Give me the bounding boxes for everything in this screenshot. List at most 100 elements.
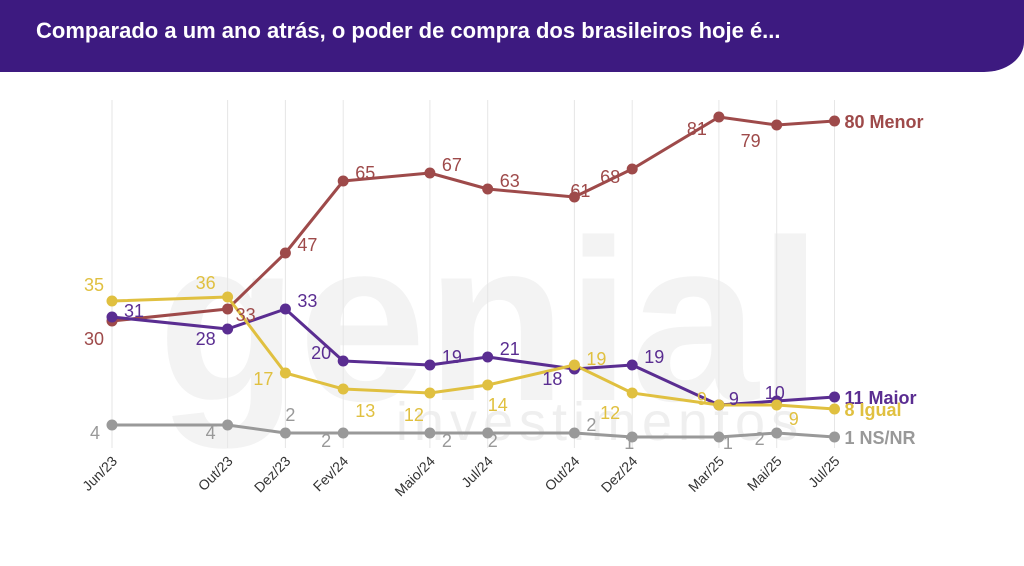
data-label: 4 [206,423,216,443]
data-label: 63 [500,171,520,191]
data-label: 9 [697,389,707,409]
data-label: 33 [297,291,317,311]
data-label: 12 [404,405,424,425]
data-label: 9 [789,409,799,429]
data-point [222,303,234,315]
data-label: 65 [355,163,375,183]
series-end-label: 8 Igual [845,400,902,420]
x-tick-label: Mai/25 [744,453,785,494]
data-point [106,311,118,323]
data-point [568,427,580,439]
data-point [337,427,349,439]
data-point [829,403,840,415]
data-point [482,183,494,195]
data-point [626,431,638,443]
data-point [424,359,436,371]
data-label: 10 [765,383,785,403]
data-point [568,359,580,371]
data-label: 28 [196,329,216,349]
series-end-label: 80 Menor [845,112,924,132]
data-point [713,431,725,443]
series-end-label: 11 Maior [845,388,917,408]
data-label: 79 [741,131,761,151]
data-label: 17 [253,369,273,389]
x-tick-label: Dez/24 [598,453,641,496]
data-label: 19 [586,349,606,369]
data-label: 30 [84,329,104,349]
data-point [713,111,725,123]
data-label: 9 [729,389,739,409]
data-point [279,367,291,379]
x-tick-label: Out/23 [195,453,236,494]
data-point [424,427,436,439]
data-point [713,399,725,411]
data-point [222,419,234,431]
data-point [771,119,783,131]
data-label: 19 [644,347,664,367]
watermark-logo: genial [158,192,823,449]
data-label: 2 [755,429,765,449]
data-label: 19 [442,347,462,367]
data-label: 21 [500,339,520,359]
data-label: 2 [586,415,596,435]
data-point [337,383,349,395]
data-label: 2 [488,431,498,451]
data-point [771,399,783,411]
data-point [106,419,118,431]
data-label: 1 [723,433,733,453]
x-tick-label: Mar/25 [685,453,727,495]
data-label: 14 [488,395,508,415]
x-tick-label: Jul/25 [805,453,843,491]
data-point [568,191,580,203]
data-point [106,295,118,307]
data-label: 2 [442,431,452,451]
watermark-subtitle: investimentos [396,392,804,452]
data-label: 18 [542,369,562,389]
data-label: 68 [600,167,620,187]
data-label: 2 [321,431,331,451]
data-point [829,115,840,127]
data-point [829,391,840,403]
header-bar: Comparado a um ano atrás, o poder de com… [0,0,1024,72]
x-tick-label: Fev/24 [310,453,352,495]
data-label: 81 [687,119,707,139]
data-point [424,387,436,399]
data-point [279,427,291,439]
data-point [279,303,291,315]
data-label: 12 [600,403,620,423]
x-tick-label: Maio/24 [391,453,438,500]
x-tick-label: Out/24 [541,453,582,494]
data-label: 13 [355,401,375,421]
data-label: 31 [124,301,144,321]
data-label: 2 [285,405,295,425]
data-point [626,359,638,371]
data-label: 61 [570,181,590,201]
data-point [337,175,349,187]
data-point [337,355,349,367]
x-tick-label: Jul/24 [458,453,496,491]
data-label: 36 [196,273,216,293]
data-label: 1 [624,433,634,453]
data-point [424,167,436,179]
data-label: 20 [311,343,331,363]
data-point [279,247,291,259]
data-point [482,427,494,439]
data-label: 4 [90,423,100,443]
data-point [771,427,783,439]
data-point [829,431,840,443]
x-tick-label: Jun/23 [79,453,120,494]
data-point [222,291,234,303]
chart-title: Comparado a um ano atrás, o poder de com… [36,18,781,43]
data-point [222,323,234,335]
series-end-label: 1 NS/NR [845,428,916,448]
data-point [626,387,638,399]
data-label: 33 [236,305,256,325]
x-tick-label: Dez/23 [251,453,294,496]
data-label: 35 [84,275,104,295]
data-point [626,163,638,175]
data-point [482,351,494,363]
data-label: 47 [297,235,317,255]
data-label: 67 [442,155,462,175]
data-point [482,379,494,391]
